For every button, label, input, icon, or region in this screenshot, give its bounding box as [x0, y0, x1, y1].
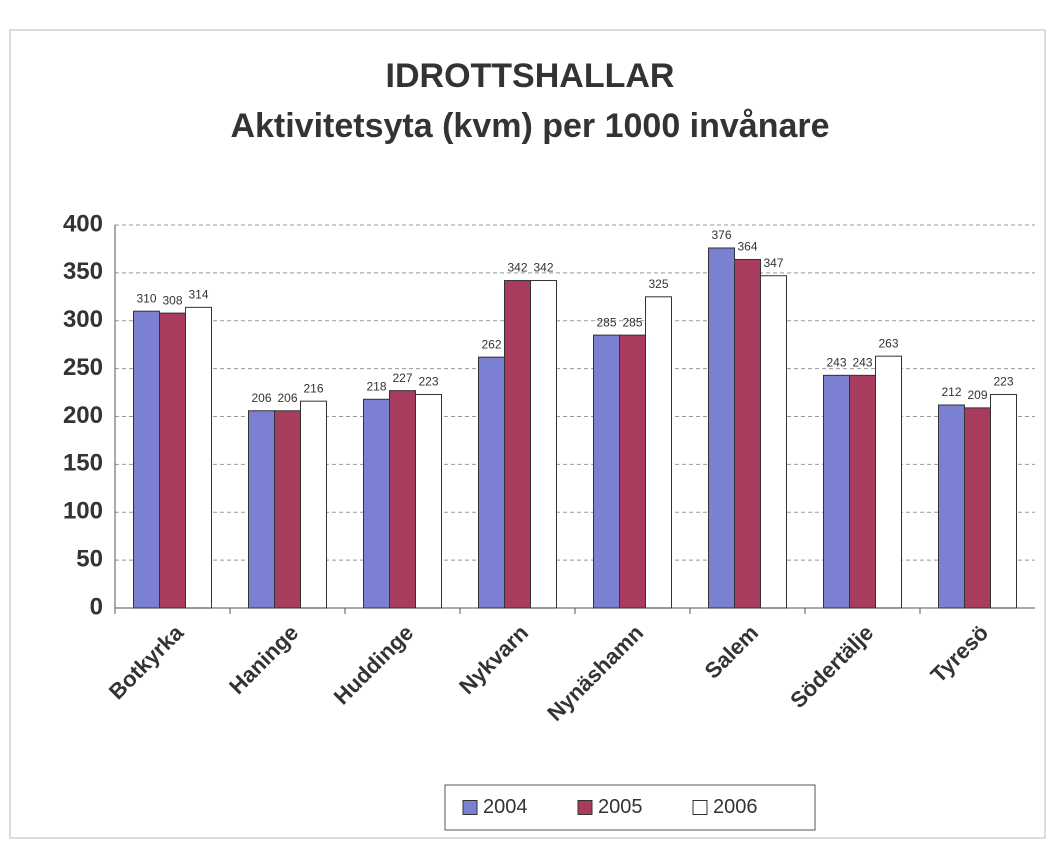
bar [645, 296, 672, 609]
bar [964, 407, 991, 609]
y-tick-label: 50 [76, 545, 103, 572]
data-label: 223 [993, 375, 1013, 389]
data-label: 218 [366, 379, 386, 393]
bar [504, 280, 531, 609]
y-tick-label: 250 [63, 354, 103, 381]
data-label: 206 [277, 391, 297, 405]
data-label: 342 [507, 261, 527, 275]
data-label: 376 [711, 228, 731, 242]
chart-subtitle: Aktivitetsyta (kvm) per 1000 invånare [230, 107, 829, 145]
chart-title: IDROTTSHALLAR [386, 57, 675, 95]
bar [875, 355, 902, 609]
y-tick-label: 100 [63, 498, 103, 525]
legend-swatch [692, 800, 708, 815]
data-label: 364 [737, 240, 757, 254]
y-tick-label: 150 [63, 450, 103, 477]
data-label: 310 [136, 291, 156, 305]
bar [708, 247, 735, 609]
data-label: 206 [251, 391, 271, 405]
data-label: 263 [878, 336, 898, 350]
bar [248, 410, 275, 609]
legend-label: 2004 [483, 796, 528, 818]
data-label: 262 [481, 337, 501, 351]
bar [159, 312, 186, 609]
y-tick-label: 350 [63, 258, 103, 285]
bar [478, 356, 505, 609]
data-label: 216 [303, 381, 323, 395]
data-label: 342 [533, 261, 553, 275]
data-label: 285 [596, 315, 616, 329]
data-label: 227 [392, 371, 412, 385]
bar [185, 306, 212, 609]
bar [849, 374, 876, 609]
bar [300, 400, 327, 609]
y-tick-label: 300 [63, 306, 103, 333]
bar [990, 393, 1017, 609]
data-label: 314 [188, 288, 208, 302]
legend-label: 2005 [598, 796, 643, 818]
data-label: 243 [852, 355, 872, 369]
legend-box [444, 784, 816, 831]
bar [363, 398, 390, 609]
bar [274, 410, 301, 609]
y-tick-label: 0 [90, 593, 103, 620]
data-label: 223 [418, 375, 438, 389]
bar [593, 334, 620, 609]
y-tick-label: 400 [63, 210, 103, 237]
bar [619, 334, 646, 609]
legend-swatch [577, 800, 593, 815]
data-label: 209 [967, 388, 987, 402]
data-label: 347 [763, 256, 783, 270]
bar [133, 310, 160, 609]
data-label: 212 [941, 385, 961, 399]
data-label: 308 [162, 293, 182, 307]
y-tick-label: 200 [63, 402, 103, 429]
bar [734, 258, 761, 609]
legend-label: 2006 [713, 796, 758, 818]
data-label: 243 [826, 355, 846, 369]
legend-swatch [462, 800, 478, 815]
bar [823, 374, 850, 609]
bar [530, 280, 557, 609]
data-label: 325 [648, 277, 668, 291]
bar [389, 390, 416, 609]
data-label: 285 [622, 315, 642, 329]
bar [938, 404, 965, 609]
bar [760, 275, 787, 609]
bar [415, 393, 442, 609]
